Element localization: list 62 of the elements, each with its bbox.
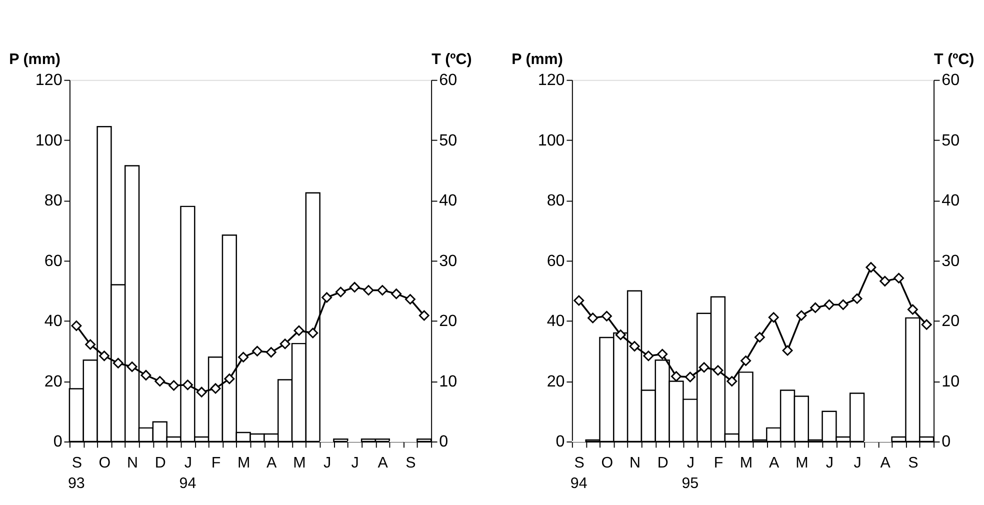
- x-tick-label: J: [854, 454, 862, 472]
- y2-axis-title: T (ºC): [432, 51, 472, 68]
- x-tick-label: N: [630, 454, 641, 472]
- y-tick-label: 120: [35, 71, 62, 90]
- y2-tick-label: 50: [439, 131, 458, 150]
- y2-tick-label: 10: [439, 372, 458, 390]
- text: 95: [682, 475, 699, 492]
- y-tick-label: 0: [556, 432, 565, 451]
- x-tick-label: J: [323, 454, 332, 472]
- x-tick-label: A: [266, 454, 278, 472]
- y2-tick-label: 40: [942, 192, 960, 210]
- y2-tick-label: 30: [942, 252, 960, 270]
- x-tick-label: J: [351, 454, 359, 472]
- x-tick-label: O: [601, 454, 614, 472]
- text: 94: [179, 475, 197, 492]
- y-tick-label: 80: [44, 192, 62, 210]
- y-tick-label: 40: [44, 312, 62, 330]
- x-tick-label: D: [154, 454, 166, 472]
- y-tick-label: 40: [546, 312, 565, 330]
- y2-tick-label: 0: [942, 432, 951, 451]
- x-tick-label: O: [98, 454, 111, 472]
- x-tick-label: D: [657, 454, 668, 472]
- y-tick-label: 60: [546, 252, 565, 270]
- y-tick-label: 100: [35, 131, 62, 150]
- y-tick-label: 80: [546, 192, 565, 210]
- y2-tick-label: 20: [942, 312, 960, 330]
- x-tick-label: M: [293, 454, 306, 472]
- x-tick-label: F: [211, 454, 221, 472]
- x-tick-label: J: [686, 454, 694, 472]
- x-tick-label: A: [378, 454, 389, 472]
- y-tick-label: 100: [538, 131, 565, 150]
- y2-tick-label: 0: [439, 432, 448, 451]
- x-tick-label: N: [127, 454, 138, 472]
- x-tick-label: S: [72, 454, 82, 472]
- y2-axis-title: T (ºC): [934, 51, 974, 68]
- x-tick-label: M: [796, 454, 808, 472]
- x-tick-label: M: [740, 454, 753, 472]
- x-tick-label: J: [184, 454, 192, 472]
- x-tick-label: S: [574, 454, 584, 472]
- x-tick-label: F: [714, 454, 724, 472]
- y2-tick-label: 50: [942, 131, 960, 150]
- x-tick-label: S: [908, 454, 918, 472]
- y2-tick-label: 60: [942, 71, 960, 90]
- y2-tick-label: 40: [439, 192, 458, 210]
- x-tick-label: A: [880, 454, 892, 472]
- y-tick-label: 20: [44, 372, 62, 390]
- y2-tick-label: 30: [439, 252, 458, 270]
- x-tick-label: J: [826, 454, 834, 472]
- y-tick-label: 60: [44, 252, 62, 270]
- y-tick-label: 120: [538, 71, 565, 90]
- y-axis-title: P (mm): [9, 51, 60, 68]
- y-axis-title: P (mm): [512, 51, 563, 68]
- text: 93: [68, 475, 85, 492]
- x-tick-label: M: [237, 454, 250, 472]
- y2-tick-label: 20: [439, 312, 458, 330]
- x-tick-label: A: [769, 454, 780, 472]
- y-tick-label: 20: [546, 372, 565, 390]
- x-tick-label: S: [406, 454, 416, 472]
- y2-tick-label: 10: [942, 372, 960, 390]
- y2-tick-label: 60: [439, 71, 458, 90]
- text: 94: [570, 475, 588, 492]
- y-tick-label: 0: [53, 432, 62, 451]
